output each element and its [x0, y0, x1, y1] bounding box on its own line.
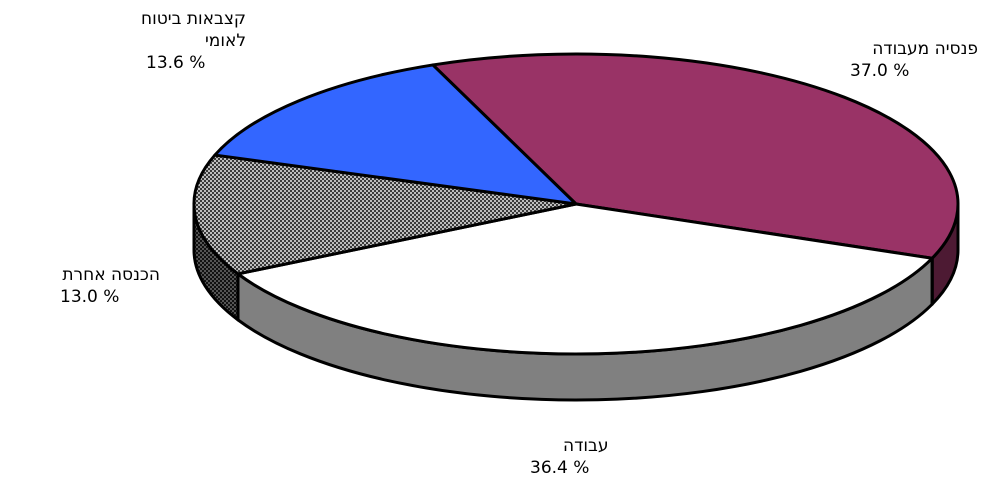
slice-national-insurance	[213, 63, 578, 206]
slice-percent: 37.0 %	[850, 61, 910, 81]
slice-name-line2: לאומי	[204, 31, 246, 51]
slice-percent: 13.0 %	[60, 287, 120, 307]
slice-label-work: עבודה 36.4 %	[530, 435, 650, 479]
slice-label-pension: פנסיה מעבודה 37.0 %	[838, 38, 978, 82]
slice-name: עבודה	[563, 436, 609, 456]
slice-percent: 13.6 %	[146, 53, 206, 73]
slice-pension-from-work	[431, 52, 960, 260]
slice-work	[236, 202, 934, 356]
slice-name: הכנסה אחרת	[62, 265, 160, 285]
slice-name: קצבאות ביטוח	[141, 9, 246, 29]
slice-name: פנסיה מעבודה	[872, 39, 978, 59]
slice-label-national-insurance: קצבאות ביטוח לאומי 13.6 %	[96, 8, 246, 74]
slice-other-income	[192, 153, 578, 276]
slice-label-other-income: הכנסה אחרת 13.0 %	[10, 264, 160, 308]
slice-percent: 36.4 %	[530, 458, 590, 478]
